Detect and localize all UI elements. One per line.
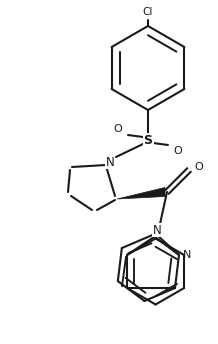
Text: S: S — [143, 133, 153, 147]
Text: N: N — [106, 155, 114, 169]
Text: N: N — [183, 250, 191, 260]
Text: N: N — [153, 224, 161, 237]
Polygon shape — [117, 187, 165, 199]
Text: O: O — [194, 162, 203, 172]
Text: O: O — [114, 124, 122, 134]
Text: O: O — [174, 146, 182, 156]
Text: Cl: Cl — [143, 7, 153, 17]
